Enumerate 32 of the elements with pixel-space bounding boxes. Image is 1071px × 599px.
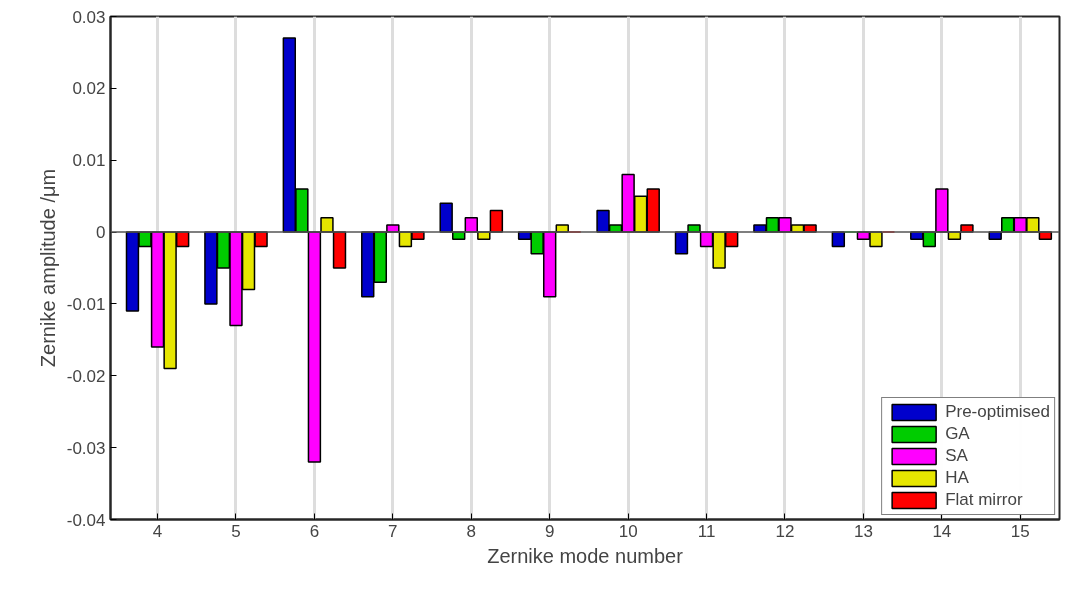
y-tick-label: -0.02 — [66, 366, 106, 386]
x-tick-label: 12 — [775, 521, 795, 541]
x-tick-label: 4 — [152, 521, 163, 541]
x-axis-title: Zernike mode number — [487, 544, 684, 567]
legend-label: GA — [945, 424, 970, 444]
bar — [332, 231, 347, 269]
x-tick-label: 11 — [697, 521, 716, 541]
bar — [439, 202, 453, 233]
bar — [320, 216, 334, 233]
bar — [935, 188, 949, 233]
x-tick-label: 5 — [231, 521, 241, 541]
y-tick-label: 0.03 — [72, 7, 106, 27]
y-tick-label: 0.01 — [72, 151, 106, 171]
y-tick-label: -0.04 — [66, 510, 106, 530]
y-tick-label: 0.02 — [72, 79, 106, 99]
x-tick-label: 8 — [466, 521, 477, 541]
y-axis-title: Zernike amplitude /μm — [36, 168, 59, 368]
legend-label: SA — [945, 446, 968, 466]
x-tick-label: 6 — [309, 521, 320, 541]
x-tick-label: 7 — [388, 521, 398, 541]
x-tick-label: 15 — [1010, 521, 1030, 541]
x-tick-label: 9 — [544, 521, 555, 541]
bar — [307, 231, 322, 463]
x-tick-label: 10 — [618, 521, 638, 541]
legend-label: Pre-optimised — [945, 402, 1050, 422]
y-tick-label: 0 — [96, 223, 106, 243]
legend-label: HA — [945, 468, 969, 488]
x-tick-label: 14 — [932, 521, 952, 541]
x-tick-label: 13 — [853, 521, 873, 541]
y-tick-label: -0.01 — [66, 294, 106, 314]
y-tick-label: -0.03 — [66, 438, 106, 458]
legend-label: Flat mirror — [945, 490, 1023, 510]
